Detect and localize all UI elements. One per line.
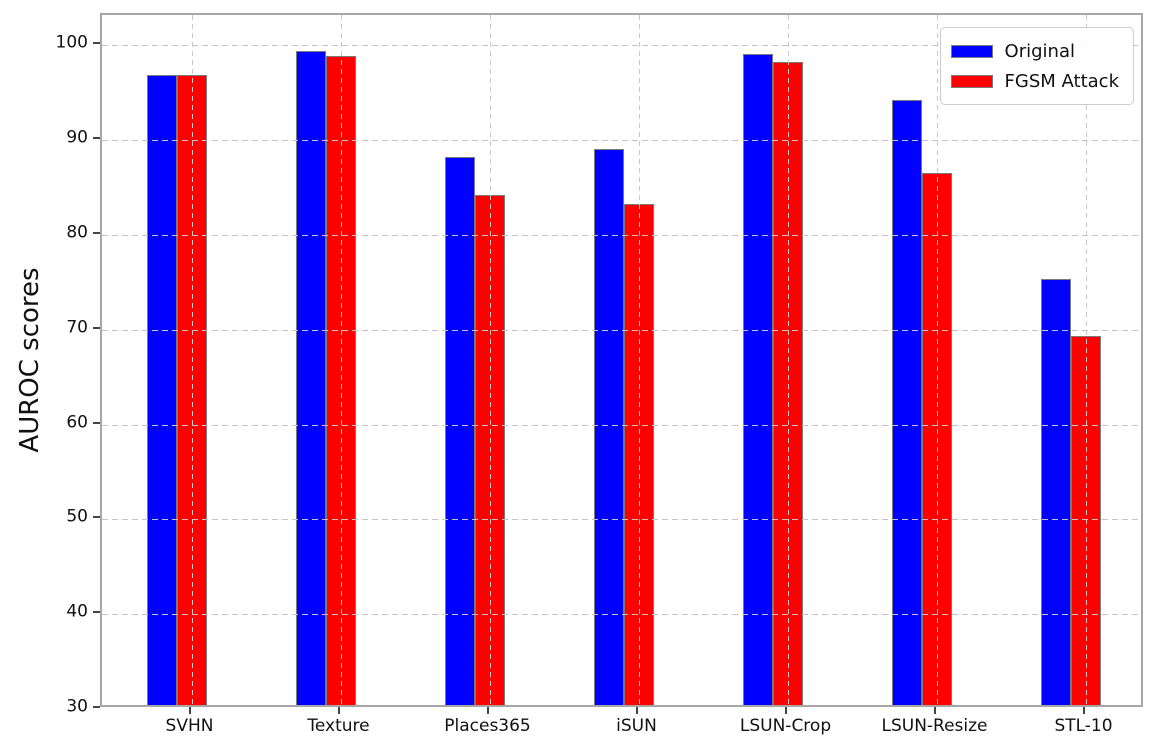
x-tick-mark-STL-10 — [1082, 707, 1085, 714]
bar-fgsm-attack-lsun-resize — [921, 173, 952, 705]
bar-fgsm-attack-stl-10 — [1070, 336, 1101, 705]
bar-original-svhn — [146, 75, 177, 705]
bar-fgsm-attack-lsun-crop — [772, 62, 803, 705]
x-tick-mark-LSUN-Resize — [933, 707, 936, 714]
y-tick-label-40: 40 — [66, 601, 88, 622]
x-tick-label-Places365: Places365 — [444, 716, 531, 736]
x-tick-mark-iSUN — [635, 707, 638, 714]
x-tick-label-SVHN: SVHN — [165, 716, 214, 736]
bar-fgsm-attack-isun — [623, 204, 654, 705]
bar-fgsm-attack-svhn — [176, 74, 207, 705]
y-tick-label-90: 90 — [66, 127, 88, 148]
y-tick-mark-80 — [93, 231, 100, 234]
y-tick-mark-50 — [93, 516, 100, 519]
x-tick-label-iSUN: iSUN — [616, 716, 657, 736]
legend: Original FGSM Attack — [939, 27, 1134, 105]
legend-item-original: Original — [950, 36, 1119, 66]
x-tick-mark-Texture — [337, 707, 340, 714]
x-tick-label-LSUN-Crop: LSUN-Crop — [739, 716, 832, 736]
y-tick-mark-90 — [93, 137, 100, 140]
x-tick-label-STL-10: STL-10 — [1054, 716, 1113, 736]
x-tick-mark-SVHN — [188, 707, 191, 714]
x-tick-label-Texture: Texture — [307, 716, 370, 736]
y-tick-label-80: 80 — [66, 222, 88, 243]
bar-original-texture — [295, 50, 326, 705]
bar-original-lsun-crop — [742, 53, 773, 705]
legend-swatch-icon — [950, 74, 993, 88]
legend-item-fgsm-attack: FGSM Attack — [950, 66, 1119, 96]
y-tick-label-70: 70 — [66, 317, 88, 338]
x-tick-mark-LSUN-Crop — [784, 707, 787, 714]
plot-area: Original FGSM Attack — [100, 13, 1143, 707]
bar-original-places365 — [444, 157, 475, 705]
legend-label: Original — [1004, 40, 1075, 62]
bar-original-lsun-resize — [891, 100, 922, 705]
y-tick-label-100: 100 — [55, 32, 88, 53]
y-tick-mark-40 — [93, 611, 100, 614]
legend-swatch-icon — [950, 44, 993, 58]
y-tick-mark-70 — [93, 326, 100, 329]
x-tick-label-LSUN-Resize: LSUN-Resize — [881, 716, 988, 736]
y-tick-label-60: 60 — [66, 412, 88, 433]
bar-original-isun — [593, 149, 624, 705]
y-tick-mark-60 — [93, 421, 100, 424]
h-gridline-90 — [102, 140, 1141, 142]
x-tick-mark-Places365 — [486, 707, 489, 714]
bar-fgsm-attack-texture — [325, 55, 356, 705]
y-tick-mark-100 — [93, 42, 100, 45]
y-tick-label-50: 50 — [66, 506, 88, 527]
bar-original-stl-10 — [1040, 279, 1071, 705]
legend-label: FGSM Attack — [1004, 70, 1119, 92]
bar-fgsm-attack-places365 — [474, 194, 505, 705]
y-tick-mark-30 — [93, 706, 100, 708]
y-tick-label-30: 30 — [66, 696, 88, 717]
